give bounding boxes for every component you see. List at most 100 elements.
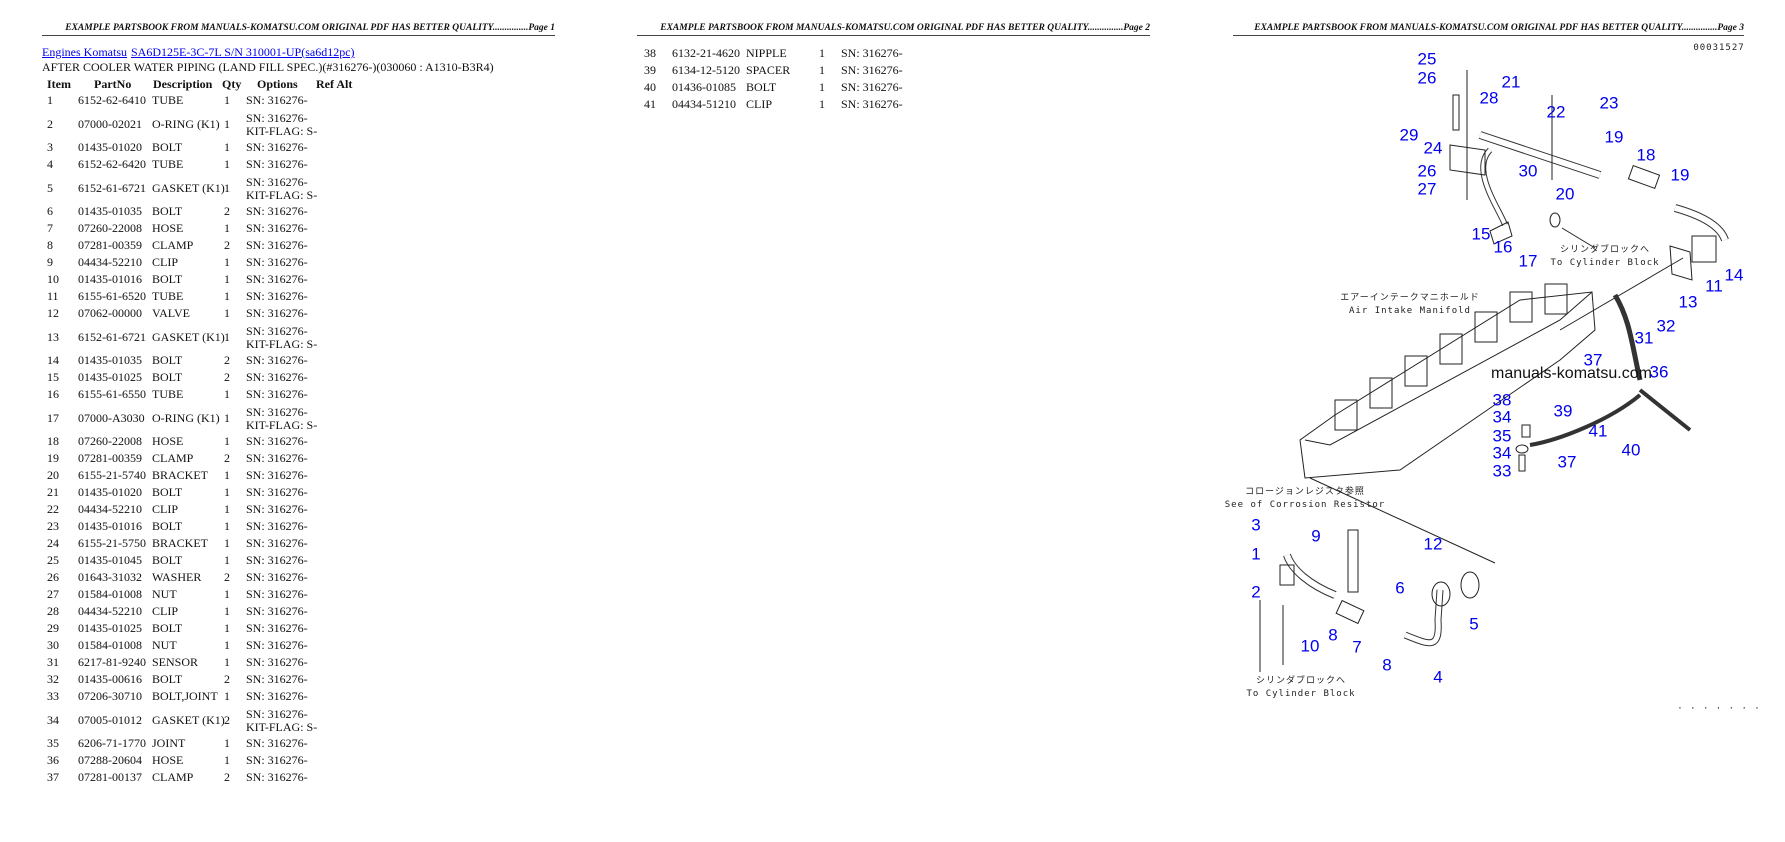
part-description: BOLT <box>746 80 777 94</box>
part-qty: 1 <box>224 180 230 195</box>
part-number: 07005-01012 <box>78 712 142 727</box>
item-number: 8 <box>47 238 53 252</box>
option-line: SN: 316276- <box>246 604 308 618</box>
part-description: BOLT <box>152 204 183 218</box>
part-number: 6155-61-6520 <box>78 289 146 303</box>
note-corrosion-resistor-jp: コロージョンレジスタ参照 <box>1245 485 1365 497</box>
part-description: NUT <box>152 587 177 601</box>
part-qty: 1 <box>224 116 230 131</box>
table-row: 9 04434-52210 CLIP 1 SN: 316276- <box>0 255 560 272</box>
part-options: SN: 316276- <box>246 388 308 401</box>
table-row: 38 6132-21-4620 NIPPLE 1 SN: 316276- <box>0 46 903 63</box>
option-line: KIT-FLAG: S- <box>246 123 318 138</box>
table-row: 33 07206-30710 BOLT,JOINT 1 SN: 316276- <box>0 689 560 706</box>
part-number: 6152-61-6721 <box>78 329 146 344</box>
table-row: 19 07281-00359 CLAMP 2 SN: 316276- <box>0 451 560 468</box>
part-description: BOLT <box>152 519 183 533</box>
part-number: 01435-01035 <box>78 353 142 367</box>
part-qty: 1 <box>224 410 230 425</box>
part-description: VALVE <box>152 306 191 320</box>
option-line: SN: 316276- <box>246 157 308 171</box>
item-number: 1 <box>47 93 53 107</box>
part-qty: 1 <box>224 753 230 767</box>
callout-6: 6 <box>1395 578 1404 597</box>
part-qty: 2 <box>224 712 230 727</box>
table-row: 25 01435-01045 BOLT 1 SN: 316276- <box>0 553 560 570</box>
item-number: 37 <box>47 770 59 784</box>
part-number: 01435-01045 <box>78 553 142 567</box>
callout-18: 18 <box>1637 145 1656 164</box>
option-line: SN: 316276- <box>246 221 308 235</box>
callout-19: 19 <box>1605 127 1624 146</box>
option-line: SN: 316276- <box>246 238 308 252</box>
option-line: SN: 316276- <box>246 485 308 499</box>
part-options: SN: 316276- <box>246 754 308 767</box>
option-line: SN: 316276- <box>246 289 308 303</box>
part-number: 01435-00616 <box>78 672 142 686</box>
option-line: SN: 316276- <box>246 110 308 125</box>
diagram-line-art <box>1259 70 1729 672</box>
item-number: 32 <box>47 672 59 686</box>
part-number: 01436-01085 <box>672 80 736 94</box>
callout-23: 23 <box>1600 93 1619 112</box>
callout-7: 7 <box>1352 637 1361 656</box>
item-number: 19 <box>47 451 59 465</box>
option-line: SN: 316276- <box>246 706 308 721</box>
table-row: 5 6152-61-6721 GASKET (K1) 1 SN: 316276- KIT-… <box>0 174 560 204</box>
page-3-header: EXAMPLE PARTSBOOK FROM MANUALS-KOMATSU.C… <box>1233 23 1744 36</box>
part-options: SN: 316276- <box>246 737 308 750</box>
part-options: SN: 316276- <box>246 605 308 618</box>
callout-32: 32 <box>1657 316 1676 335</box>
item-number: 9 <box>47 255 53 269</box>
part-number: 6155-61-6550 <box>78 387 146 401</box>
callout-22: 22 <box>1547 102 1566 121</box>
part-number: 6155-21-5750 <box>78 536 146 550</box>
part-options: SN: 316276- <box>246 673 308 686</box>
part-number: 01435-01020 <box>78 485 142 499</box>
model-link[interactable]: SA6D125E-3C-7L S/N 310001-UP(sa6d12pc) <box>131 45 355 59</box>
part-description: GASKET (K1) <box>152 180 225 195</box>
item-number: 15 <box>47 370 59 384</box>
option-line: SN: 316276- <box>246 204 308 218</box>
callout-8: 8 <box>1382 655 1391 674</box>
part-qty: 1 <box>819 46 825 60</box>
item-number: 27 <box>47 587 59 601</box>
item-number: 10 <box>47 272 59 286</box>
callout-36: 36 <box>1650 362 1669 381</box>
part-description: HOSE <box>152 753 184 767</box>
part-qty: 1 <box>224 485 230 499</box>
part-number: 01435-01025 <box>78 370 142 384</box>
engines-komatsu-link[interactable]: Engines Komatsu <box>42 45 127 59</box>
column-header-item: Item <box>47 77 71 91</box>
part-options: SN: 316276- KIT-FLAG: S- <box>246 110 318 138</box>
option-line: SN: 316276- <box>246 370 308 384</box>
callout-34: 34 <box>1493 443 1512 462</box>
item-number: 28 <box>47 604 59 618</box>
option-line: SN: 316276- <box>246 536 308 550</box>
part-qty: 1 <box>224 306 230 320</box>
part-qty: 1 <box>224 655 230 669</box>
part-number: 07000-A3030 <box>78 410 145 425</box>
item-number: 2 <box>47 116 53 131</box>
callout-11: 11 <box>1705 276 1723 295</box>
table-row: 22 04434-52210 CLIP 1 SN: 316276- <box>0 502 560 519</box>
part-options: SN: 316276- <box>246 622 308 635</box>
part-number: 07260-22008 <box>78 434 142 448</box>
part-number: 07062-00000 <box>78 306 142 320</box>
option-line: SN: 316276- <box>841 46 903 60</box>
option-line: SN: 316276- <box>246 638 308 652</box>
item-number: 22 <box>47 502 59 516</box>
callout-5: 5 <box>1469 614 1478 633</box>
watermark: manuals-komatsu.com <box>1491 365 1652 382</box>
part-options: SN: 316276- <box>246 435 308 448</box>
part-number: 07260-22008 <box>78 221 142 235</box>
part-description: CLIP <box>746 97 773 111</box>
part-description: BOLT <box>152 272 183 286</box>
part-qty: 1 <box>224 638 230 652</box>
part-number: 01435-01016 <box>78 519 142 533</box>
part-options: SN: 316276- <box>246 571 308 584</box>
part-description: O-RING (K1) <box>152 410 220 425</box>
callout-24: 24 <box>1424 138 1443 157</box>
callout-31: 31 <box>1635 328 1654 347</box>
